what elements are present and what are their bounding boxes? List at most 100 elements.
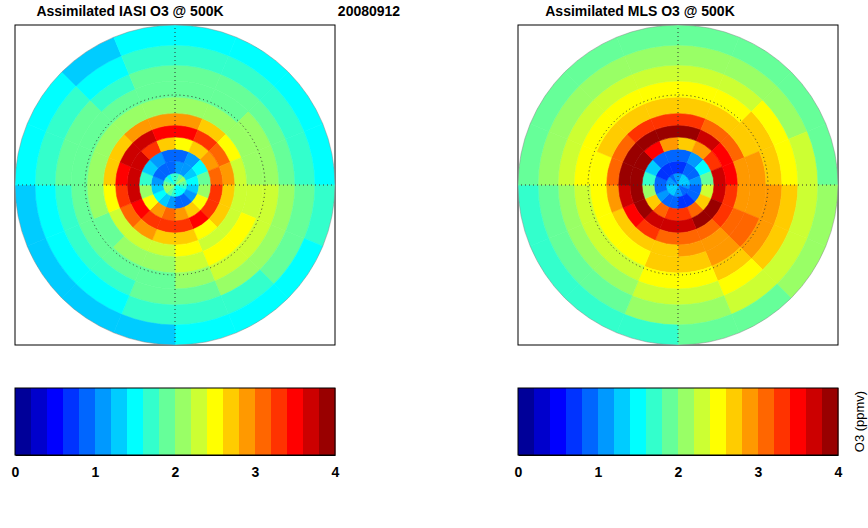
ozone-cell <box>689 176 702 185</box>
panel: Assimilated IASI O3 @ 500K2008091201234 <box>12 3 401 480</box>
colorbar: 0 1 2 3 4 <box>515 388 843 480</box>
colorbar-level <box>239 388 256 455</box>
colorbar-level <box>614 388 631 455</box>
ozone-cell <box>175 196 184 209</box>
colorbar-level <box>159 388 176 455</box>
ozone-cell <box>678 180 690 185</box>
ozone-cell <box>807 185 838 246</box>
colorbar-tick-label: 3 <box>755 464 763 480</box>
colorbar-level <box>758 388 775 455</box>
ozone-cell <box>678 196 687 209</box>
colorbar: 0 1 2 3 4 <box>12 388 340 480</box>
ozone-cell <box>732 37 792 86</box>
ozone-cell <box>62 284 122 333</box>
map-frame <box>518 25 838 345</box>
colorbar-axis-line <box>519 455 839 456</box>
ozone-cell <box>666 185 678 190</box>
ozone-cell <box>678 185 683 197</box>
colorbar-tick-label: 3 <box>252 464 260 480</box>
ozone-cell <box>166 161 175 174</box>
ozone-cell <box>565 37 625 86</box>
ozone-cell <box>617 314 678 345</box>
colorbar-axis: 0 1 2 3 4 <box>515 455 843 480</box>
ozone-cell <box>530 72 579 132</box>
ozone-cell <box>777 72 826 132</box>
colorbar-tick-label: 0 <box>515 464 523 480</box>
colorbar-level <box>255 388 272 455</box>
ozone-cell <box>617 25 678 56</box>
ozone-cell <box>777 239 826 299</box>
colorbar-level <box>191 388 208 455</box>
colorbar-level <box>550 388 567 455</box>
colorbar-level <box>47 388 64 455</box>
colorbar-tick-label: 2 <box>172 464 180 480</box>
colorbar-frame <box>518 388 838 455</box>
colorbar-level <box>15 388 32 455</box>
date-label: 20080912 <box>338 3 401 19</box>
colorbar-level <box>518 388 535 455</box>
ozone-cell <box>15 124 46 185</box>
ozone-cell <box>27 72 76 132</box>
colorbar-tick-label: 0 <box>12 464 20 480</box>
map-edge <box>518 25 838 345</box>
colorbar-tick-label: 4 <box>835 464 843 480</box>
colorbar-level <box>223 388 240 455</box>
panel-title: Assimilated MLS O3 @ 500K <box>545 3 735 19</box>
colorbar-level <box>271 388 288 455</box>
ozone-cell <box>304 124 335 185</box>
colorbar-level <box>790 388 807 455</box>
ozone-cell <box>229 37 289 86</box>
colorbar-tick-label: 2 <box>675 464 683 480</box>
colorbar-tick: 0 <box>12 455 20 480</box>
colorbar-frame <box>15 388 335 455</box>
ozone-cell <box>654 185 667 194</box>
colorbar-level <box>287 388 304 455</box>
map-cells <box>15 25 335 345</box>
colorbar-level <box>678 388 695 455</box>
colorbar-level <box>646 388 663 455</box>
colorbar-level <box>111 388 128 455</box>
colorbar-level <box>95 388 112 455</box>
colorbar-level <box>582 388 599 455</box>
longitude-grid <box>175 185 176 345</box>
ozone-cell <box>175 180 187 185</box>
colorbar-tick: 4 <box>332 455 340 480</box>
colorbar-tick: 0 <box>515 455 523 480</box>
ozone-cell <box>114 25 175 56</box>
ozone-cell <box>186 176 199 185</box>
colorbar-axis: 0 1 2 3 4 <box>12 455 340 480</box>
longitude-grid <box>518 185 678 186</box>
colorbar-level <box>303 388 320 455</box>
longitude-grid <box>678 25 679 185</box>
ozone-cell <box>175 185 180 197</box>
ozone-cell <box>530 239 579 299</box>
colorbar-tick: 3 <box>252 455 260 480</box>
colorbar-label: O3 (ppmv) <box>852 391 867 452</box>
colorbar-tick-label: 1 <box>595 464 603 480</box>
colorbar-level <box>175 388 192 455</box>
colorbar-level <box>143 388 160 455</box>
colorbar-level <box>79 388 96 455</box>
colorbar-level <box>598 388 615 455</box>
colorbar-tick-label: 1 <box>92 464 100 480</box>
ozone-cell <box>669 161 678 174</box>
colorbar-tick: 2 <box>172 455 180 480</box>
map-edge <box>15 25 335 345</box>
colorbar-level <box>806 388 823 455</box>
colorbar-level <box>822 388 839 455</box>
colorbar-tick: 3 <box>755 455 763 480</box>
longitude-grid <box>678 185 679 345</box>
ozone-cell <box>274 72 323 132</box>
colorbar-level <box>742 388 759 455</box>
colorbar-tick: 2 <box>675 455 683 480</box>
ozone-cell <box>163 185 175 190</box>
colorbar-tick: 1 <box>92 455 100 480</box>
longitude-grid <box>175 185 335 186</box>
ozone-cell <box>807 124 838 185</box>
colorbar-tick: 4 <box>835 455 843 480</box>
ozone-cell <box>114 314 175 345</box>
figure: Assimilated IASI O3 @ 500K2008091201234A… <box>0 0 868 528</box>
colorbar-level <box>630 388 647 455</box>
ozone-cell <box>678 25 739 56</box>
ozone-cell <box>565 284 625 333</box>
